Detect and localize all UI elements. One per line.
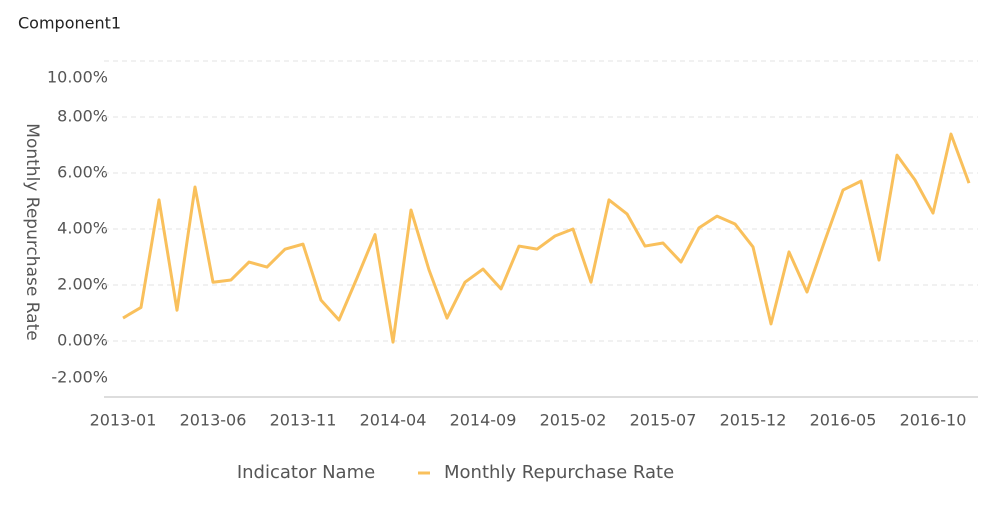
y-tick-label: 6.00% bbox=[57, 163, 108, 182]
x-tick-label: 2015-07 bbox=[630, 411, 697, 430]
y-tick-label: 4.00% bbox=[57, 219, 108, 238]
chart-title: Component1 bbox=[18, 14, 121, 33]
x-tick-label: 2013-06 bbox=[180, 411, 247, 430]
series-line bbox=[122, 132, 971, 344]
legend-label: Monthly Repurchase Rate bbox=[444, 462, 674, 483]
x-tick-label: 2013-11 bbox=[270, 411, 337, 430]
x-tick-label: 2015-02 bbox=[540, 411, 607, 430]
x-tick-label: 2015-12 bbox=[720, 411, 787, 430]
x-tick-label: 2016-10 bbox=[900, 411, 967, 430]
legend-title: Indicator Name bbox=[237, 462, 375, 483]
x-tick-label: 2016-05 bbox=[810, 411, 877, 430]
y-tick-label: 0.00% bbox=[57, 331, 108, 350]
y-tick-label: 2.00% bbox=[57, 275, 108, 294]
y-axis-label: Monthly Repurchase Rate bbox=[22, 123, 42, 340]
x-tick-label: 2014-09 bbox=[450, 411, 517, 430]
x-tick-label: 2013-01 bbox=[90, 411, 157, 430]
y-tick-label: -2.00% bbox=[51, 368, 108, 387]
y-tick-label: 8.00% bbox=[57, 107, 108, 126]
y-tick-label: 10.00% bbox=[47, 68, 108, 87]
x-tick-label: 2014-04 bbox=[360, 411, 427, 430]
